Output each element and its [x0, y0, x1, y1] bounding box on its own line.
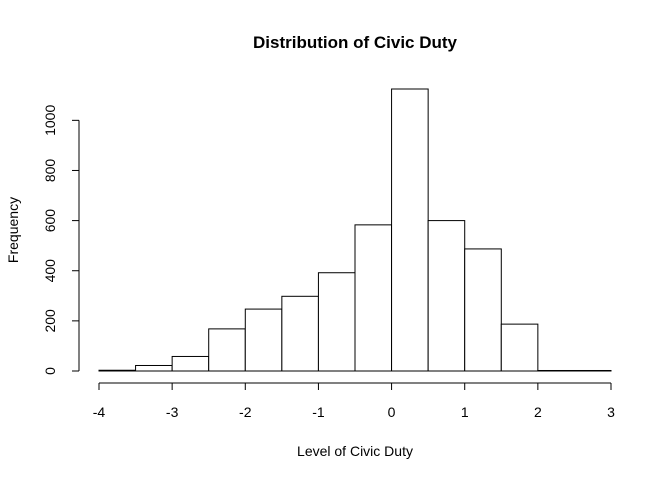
histogram-bar	[244, 308, 283, 372]
y-tick-label: 600	[42, 209, 58, 233]
x-axis: -4 -3 -2 -1 0 1 2 3	[93, 382, 615, 420]
histogram-bar	[171, 355, 210, 372]
histogram-bar	[135, 364, 173, 372]
histogram-bar	[464, 248, 502, 372]
y-axis: 0 200 400 600 800 1000	[42, 105, 80, 375]
histogram-bar	[500, 323, 539, 372]
x-tick-label: -1	[312, 404, 325, 420]
y-tick-label: 200	[42, 309, 58, 333]
y-tick-label: 0	[42, 367, 58, 375]
histogram-bar	[281, 295, 319, 372]
histogram-bar	[537, 369, 575, 372]
x-tick-label: 0	[388, 404, 396, 420]
y-tick-label: 800	[42, 159, 58, 183]
x-tick-label: 2	[534, 404, 542, 420]
y-axis-label: Frequency	[5, 197, 21, 263]
histogram-bar	[573, 369, 612, 372]
x-tick-label: 1	[461, 404, 469, 420]
histogram-bar	[98, 369, 137, 372]
histogram-bar	[354, 224, 393, 372]
bars-group	[98, 88, 612, 372]
chart-title: Distribution of Civic Duty	[253, 33, 458, 52]
x-tick-label: -3	[166, 404, 179, 420]
x-tick-label: -4	[93, 404, 106, 420]
histogram-bar	[317, 272, 356, 372]
x-tick-label: 3	[607, 404, 615, 420]
x-tick-label: -2	[239, 404, 252, 420]
y-tick-label: 400	[42, 259, 58, 283]
histogram-bar	[208, 328, 246, 372]
y-tick-label: 1000	[42, 105, 58, 136]
histogram-bar	[427, 220, 466, 372]
x-axis-label: Level of Civic Duty	[297, 443, 413, 459]
histogram-bar	[391, 88, 429, 372]
